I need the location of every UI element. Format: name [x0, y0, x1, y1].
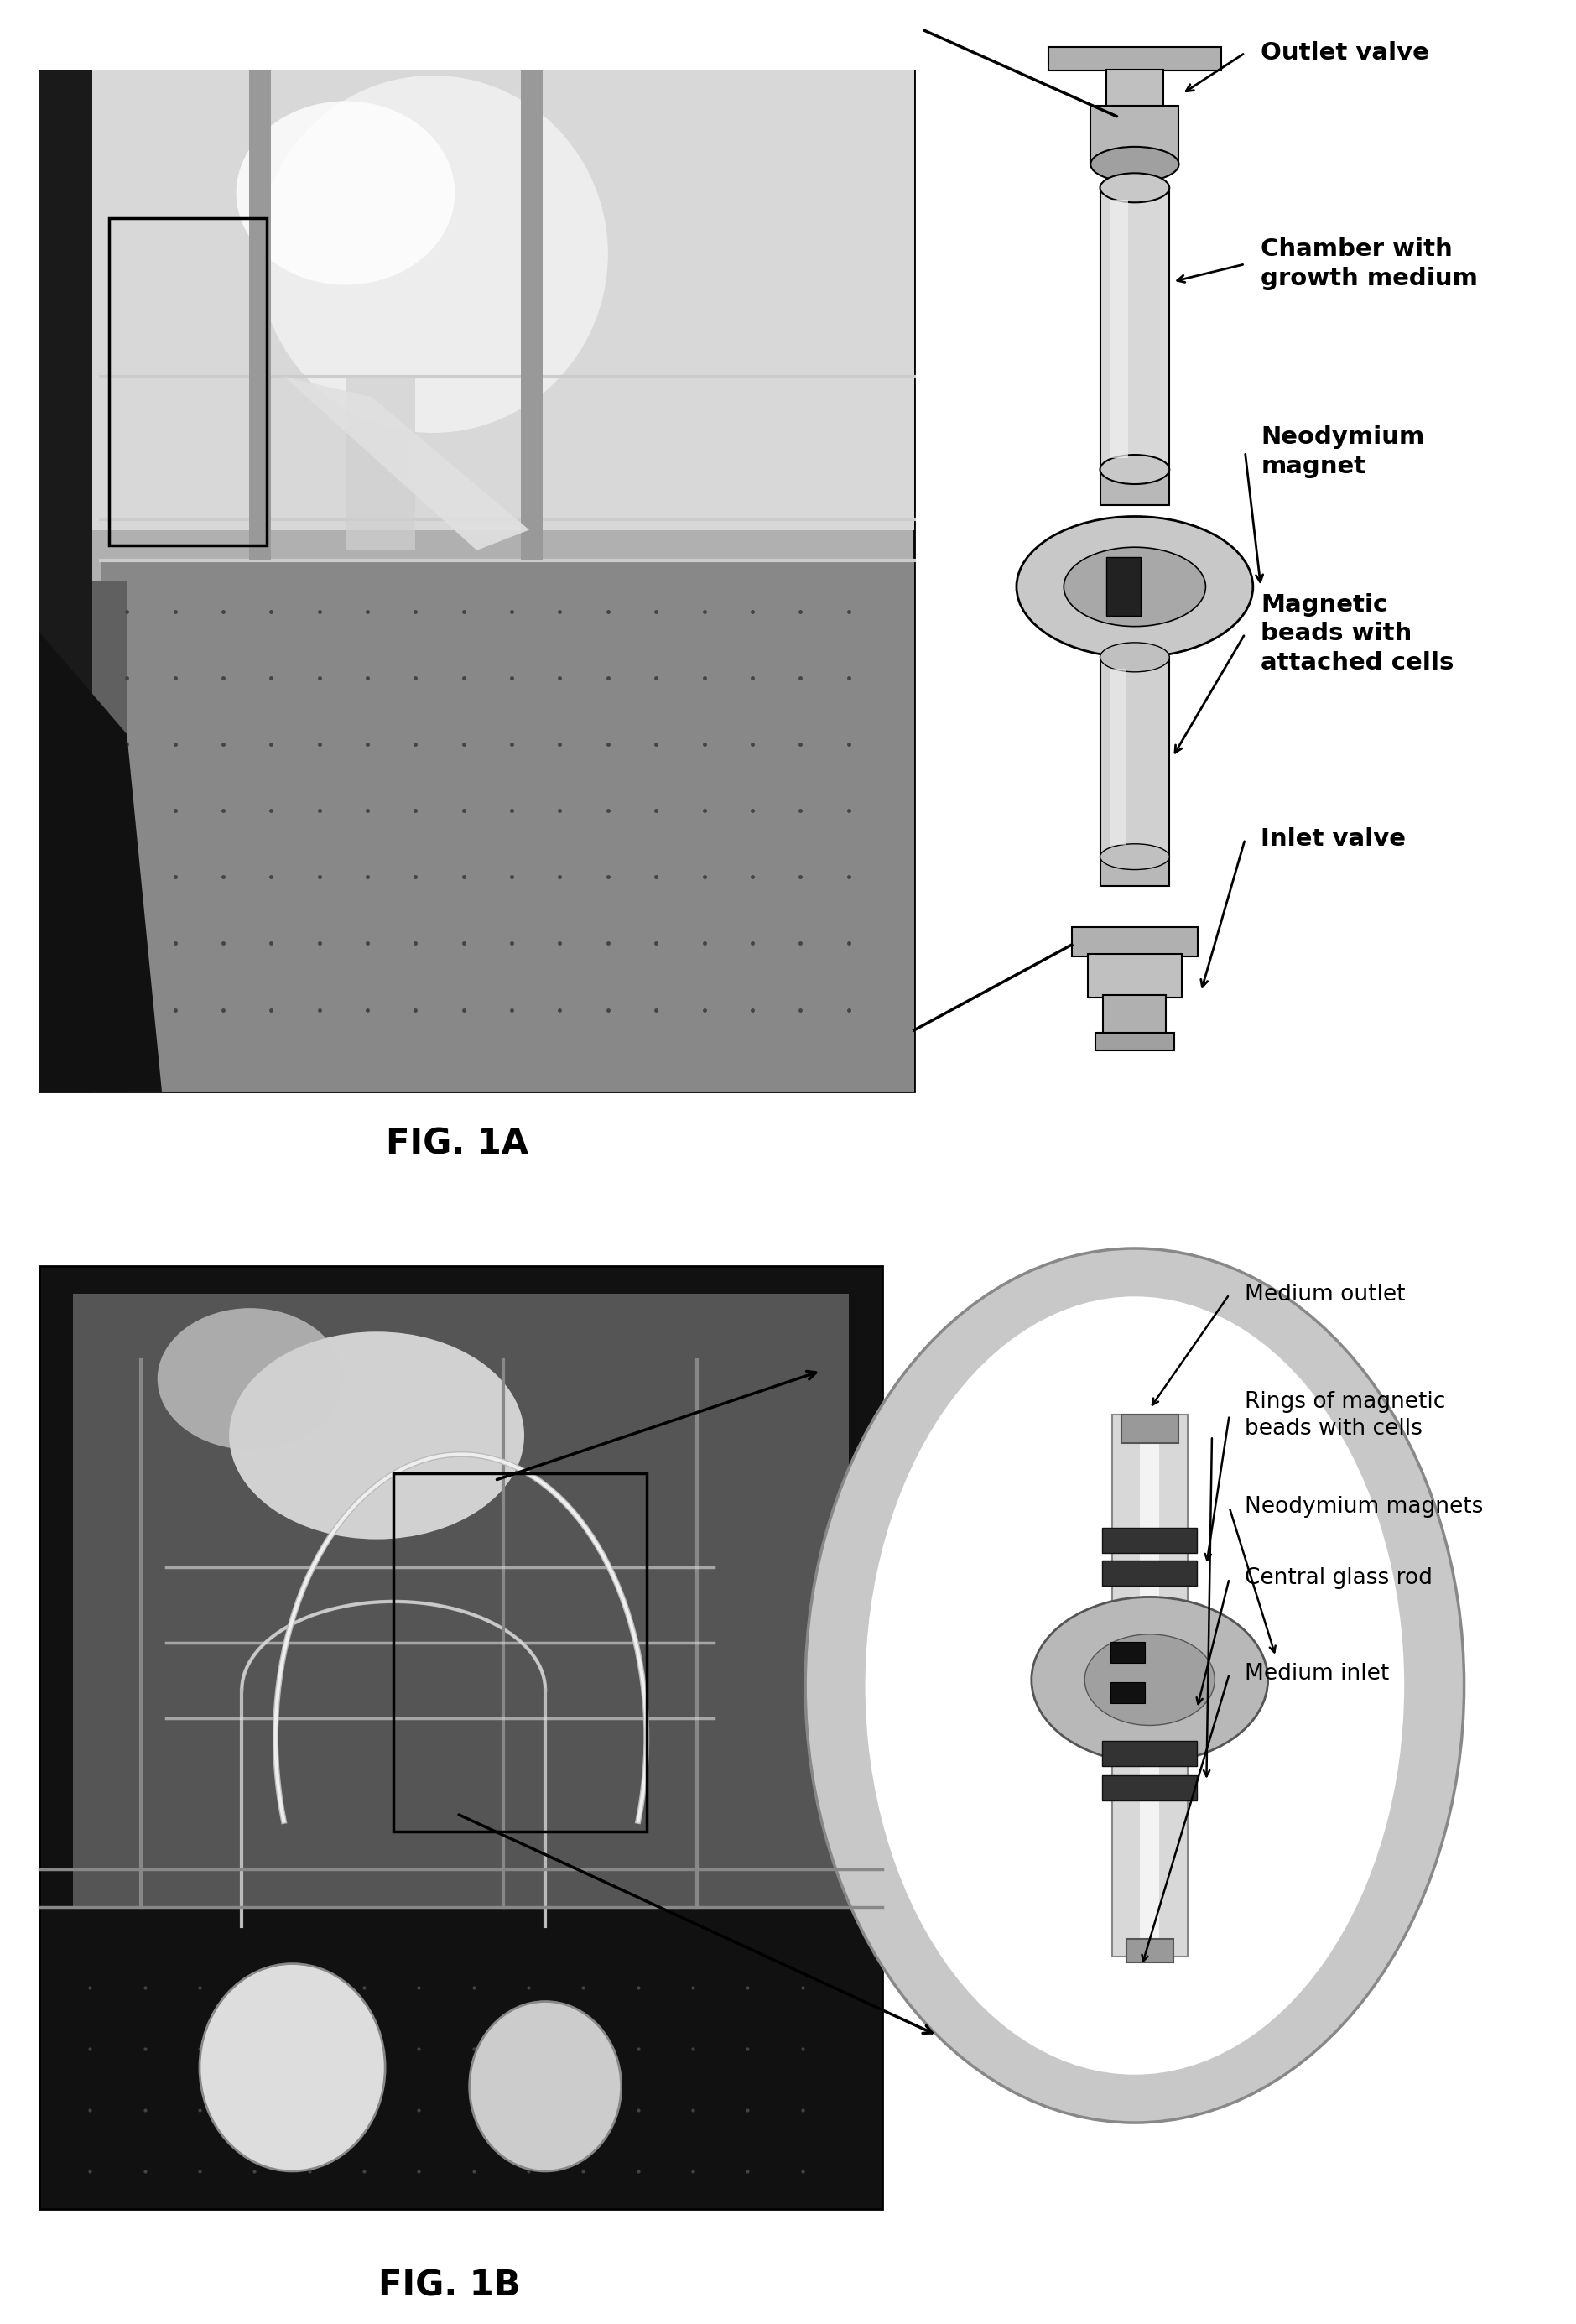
Bar [1110, 669, 1125, 846]
Text: Central glass rod: Central glass rod [1245, 1569, 1433, 1590]
Bar [1100, 858, 1169, 885]
Ellipse shape [470, 2001, 621, 2171]
Bar [1116, 165, 1154, 200]
Bar [1139, 1427, 1158, 1945]
Bar [1102, 1559, 1196, 1585]
Bar [1095, 1032, 1174, 1050]
Bar [1110, 1641, 1144, 1662]
Text: Rings of magnetic
beads with cells: Rings of magnetic beads with cells [1245, 1390, 1445, 1439]
Text: Magnetic
beads with
attached cells: Magnetic beads with attached cells [1261, 593, 1455, 674]
Polygon shape [284, 376, 530, 551]
Bar [39, 70, 91, 1092]
Bar [39, 70, 914, 1092]
Bar [1106, 558, 1141, 616]
Text: FIG. 1B: FIG. 1B [378, 2268, 520, 2303]
Ellipse shape [158, 1308, 344, 1450]
Bar [1087, 955, 1182, 997]
Bar [1100, 658, 1169, 858]
Bar [1100, 188, 1169, 469]
Bar [1102, 1741, 1196, 1766]
Bar [72, 1294, 849, 1908]
Text: Outlet valve: Outlet valve [1261, 42, 1429, 65]
Ellipse shape [1100, 456, 1169, 483]
Text: Medium outlet: Medium outlet [1245, 1283, 1406, 1306]
Bar [1106, 70, 1163, 112]
Bar [39, 70, 914, 530]
Bar [39, 1267, 883, 2208]
Bar [1048, 46, 1221, 70]
Bar [249, 70, 271, 560]
Ellipse shape [200, 1964, 385, 2171]
Ellipse shape [1017, 516, 1253, 658]
Bar [394, 1473, 646, 1831]
Ellipse shape [1091, 146, 1179, 181]
Bar [1072, 927, 1198, 957]
Bar [101, 560, 914, 1092]
Ellipse shape [1100, 641, 1169, 672]
Bar [1125, 1938, 1173, 1961]
Ellipse shape [1064, 546, 1206, 627]
Ellipse shape [1100, 172, 1169, 202]
Bar [345, 376, 416, 551]
Ellipse shape [805, 1248, 1464, 2122]
Text: Inlet valve: Inlet valve [1261, 827, 1406, 851]
Ellipse shape [258, 74, 608, 432]
Bar [1103, 995, 1166, 1039]
Ellipse shape [1084, 1634, 1215, 1724]
Text: FIG. 1A: FIG. 1A [386, 1127, 528, 1162]
Bar [1102, 1527, 1196, 1552]
Ellipse shape [236, 100, 455, 286]
Bar [1110, 200, 1128, 458]
Bar [1111, 1415, 1188, 1957]
Ellipse shape [229, 1332, 525, 1538]
Bar [91, 581, 126, 1092]
Text: Chamber with
growth medium: Chamber with growth medium [1261, 237, 1478, 290]
Polygon shape [39, 632, 162, 1092]
Text: Medium inlet: Medium inlet [1245, 1664, 1390, 1685]
Ellipse shape [1031, 1597, 1267, 1762]
Bar [1091, 105, 1179, 165]
Bar [109, 218, 266, 546]
Ellipse shape [1100, 844, 1169, 869]
Text: Neodymium
magnet: Neodymium magnet [1261, 425, 1425, 479]
Bar [1100, 469, 1169, 504]
Bar [1110, 1683, 1144, 1703]
Bar [1121, 1415, 1177, 1443]
Ellipse shape [865, 1297, 1404, 2075]
Bar [1102, 1776, 1196, 1801]
Text: Neodymium magnets: Neodymium magnets [1245, 1497, 1483, 1518]
Bar [520, 70, 542, 560]
